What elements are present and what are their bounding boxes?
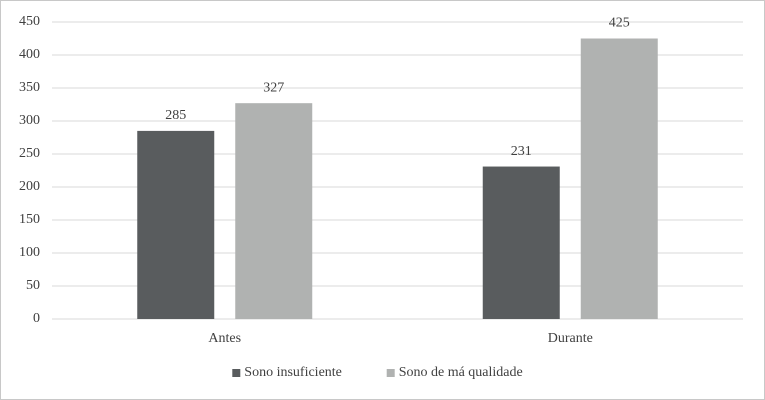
bar xyxy=(482,166,560,319)
legend-label: Sono de má qualidade xyxy=(399,365,523,380)
y-tick-label: 200 xyxy=(19,179,40,194)
y-tick-label: 450 xyxy=(19,14,40,29)
bar xyxy=(580,38,658,319)
data-label: 327 xyxy=(263,80,284,95)
x-tick-label: Durante xyxy=(548,331,593,346)
legend-label: Sono insuficiente xyxy=(244,365,342,380)
bar xyxy=(137,130,215,319)
y-tick-label: 150 xyxy=(19,212,40,227)
data-label: 231 xyxy=(511,144,532,159)
y-tick-label: 350 xyxy=(19,80,40,95)
y-tick-label: 300 xyxy=(19,113,40,128)
y-tick-label: 100 xyxy=(19,245,40,260)
y-tick-label: 400 xyxy=(19,47,40,62)
y-tick-label: 250 xyxy=(19,146,40,161)
bar xyxy=(235,103,313,320)
legend-swatch xyxy=(232,369,241,377)
y-tick-label: 50 xyxy=(26,278,40,293)
y-tick-label: 0 xyxy=(33,311,40,326)
x-tick-label: Antes xyxy=(208,331,241,346)
data-label: 425 xyxy=(609,16,630,31)
data-label: 285 xyxy=(165,108,186,123)
legend-swatch xyxy=(386,369,395,377)
